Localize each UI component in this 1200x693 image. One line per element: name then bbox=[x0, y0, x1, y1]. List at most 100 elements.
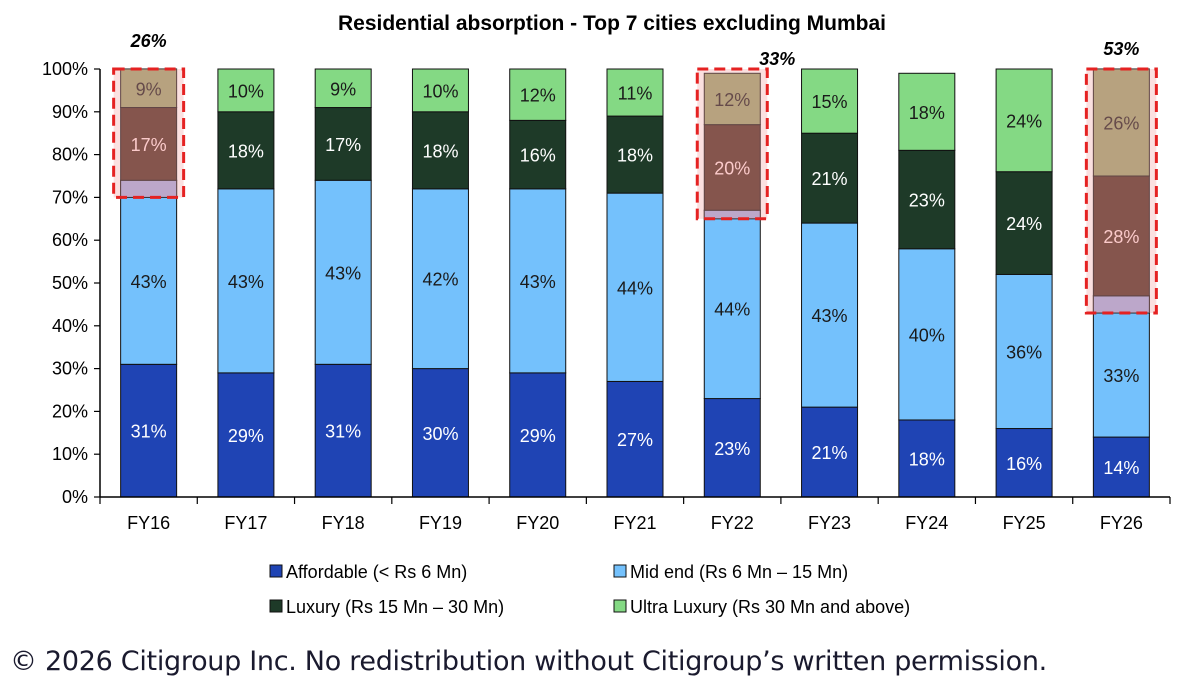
highlight-box bbox=[695, 67, 769, 221]
data-label: 29% bbox=[520, 426, 556, 446]
data-label: 43% bbox=[228, 272, 264, 292]
data-label: 43% bbox=[131, 272, 167, 292]
data-label: 43% bbox=[520, 272, 556, 292]
bar-segment bbox=[898, 419, 956, 498]
y-tick-label: 90% bbox=[52, 102, 88, 122]
bar-segment bbox=[1092, 68, 1150, 177]
highlight-boxes: 26% 33% 53% bbox=[112, 31, 1158, 315]
bar-segment bbox=[120, 363, 178, 498]
data-label: 33% bbox=[1103, 366, 1139, 386]
chart: Residential absorption - Top 7 cities ex… bbox=[42, 12, 1171, 617]
data-label: 21% bbox=[812, 443, 848, 463]
bar-segment bbox=[801, 222, 859, 408]
bar-segment bbox=[995, 68, 1053, 173]
data-label: 17% bbox=[131, 135, 167, 155]
data-label: 29% bbox=[228, 426, 264, 446]
bar-segment bbox=[509, 188, 567, 374]
data-label: 23% bbox=[714, 439, 750, 459]
bar-segment bbox=[509, 119, 567, 190]
data-label: 24% bbox=[1006, 111, 1042, 131]
data-label: 10% bbox=[422, 81, 458, 101]
data-label: 18% bbox=[909, 103, 945, 123]
bar-segment bbox=[995, 428, 1053, 498]
y-tick-label: 80% bbox=[52, 145, 88, 165]
data-label: 43% bbox=[812, 306, 848, 326]
data-label: 18% bbox=[228, 141, 264, 161]
bar-segment bbox=[217, 188, 275, 374]
y-tick-label: 70% bbox=[52, 187, 88, 207]
highlight-label: 53% bbox=[1103, 39, 1139, 59]
bar-segment bbox=[314, 363, 372, 498]
bar-segment bbox=[217, 68, 275, 113]
x-tick-label: FY25 bbox=[1003, 513, 1046, 533]
legend-label: Mid end (Rs 6 Mn – 15 Mn) bbox=[630, 562, 848, 582]
legend-label: Luxury (Rs 15 Mn – 30 Mn) bbox=[286, 597, 504, 617]
bar-segment bbox=[314, 68, 372, 109]
data-label: 44% bbox=[714, 300, 750, 320]
data-label: 11% bbox=[618, 84, 653, 104]
data-label: 26% bbox=[1103, 114, 1139, 134]
bar-segment bbox=[1092, 175, 1150, 297]
data-label: 36% bbox=[1006, 342, 1042, 362]
bars: 31% 43% 17% 9% 29% 43% 18% 10% 31% 43% 17% 9% 30% 42%… bbox=[120, 68, 1150, 498]
data-label: 24% bbox=[1006, 214, 1042, 234]
data-label: 20% bbox=[714, 158, 750, 178]
bar-segment bbox=[801, 132, 859, 224]
data-label: 16% bbox=[1006, 454, 1042, 474]
y-tick-label: 30% bbox=[52, 359, 88, 379]
bar-segment bbox=[217, 372, 275, 498]
data-label: 18% bbox=[422, 141, 458, 161]
y-axis: 0% 10% 20% 30% 40% 50% 60% 70% 80% 90% 100% bbox=[42, 59, 101, 507]
bar-segment bbox=[606, 115, 664, 194]
x-tick-label: FY21 bbox=[613, 513, 656, 533]
y-tick-label: 60% bbox=[52, 230, 88, 250]
data-label: 23% bbox=[909, 191, 945, 211]
data-label: 28% bbox=[1103, 227, 1139, 247]
data-label: 12% bbox=[714, 90, 750, 110]
legend-label: Ultra Luxury (Rs 30 Mn and above) bbox=[630, 597, 910, 617]
bar-segment bbox=[411, 111, 469, 190]
highlight-box bbox=[112, 67, 186, 199]
y-tick-label: 0% bbox=[62, 487, 88, 507]
x-tick-label: FY17 bbox=[224, 513, 267, 533]
x-tick-label: FY22 bbox=[711, 513, 754, 533]
data-label: 12% bbox=[520, 86, 556, 106]
bar-segment bbox=[703, 72, 761, 126]
data-label: 10% bbox=[228, 81, 264, 101]
bar-segment bbox=[995, 171, 1053, 275]
y-tick-label: 100% bbox=[42, 59, 88, 79]
highlight-label: 33% bbox=[759, 49, 795, 69]
x-tick-label: FY18 bbox=[322, 513, 365, 533]
data-label: 9% bbox=[136, 79, 162, 99]
data-label: 18% bbox=[909, 449, 945, 469]
legend-label: Affordable (< Rs 6 Mn) bbox=[286, 562, 467, 582]
data-label: 44% bbox=[617, 278, 653, 298]
bar-segment bbox=[606, 192, 664, 382]
bar-segment bbox=[120, 179, 178, 365]
bar-segment bbox=[217, 111, 275, 190]
y-tick-label: 20% bbox=[52, 401, 88, 421]
bar-segment bbox=[509, 68, 567, 121]
bar-segment bbox=[1092, 436, 1150, 498]
copyright-notice: © 2026 Citigroup Inc. No redistribution … bbox=[10, 646, 1047, 677]
data-label: 40% bbox=[909, 325, 945, 345]
data-label: 16% bbox=[520, 146, 556, 166]
bar-segment bbox=[703, 124, 761, 211]
bar-segment bbox=[606, 68, 664, 117]
bar-segment bbox=[411, 68, 469, 113]
data-label: 18% bbox=[617, 146, 653, 166]
bar-segment bbox=[120, 107, 178, 181]
data-label: 15% bbox=[812, 92, 848, 112]
bar-segment bbox=[314, 179, 372, 365]
bar-segment bbox=[898, 248, 956, 421]
legend: Affordable (< Rs 6 Mn) Mid end (Rs 6 Mn –… bbox=[269, 562, 910, 617]
data-label: 27% bbox=[617, 430, 653, 450]
x-tick-label: FY20 bbox=[516, 513, 559, 533]
data-label: 43% bbox=[325, 263, 361, 283]
data-label: 9% bbox=[330, 79, 356, 99]
x-tick-label: FY16 bbox=[127, 513, 170, 533]
bar-segment bbox=[314, 107, 372, 181]
bar-segment bbox=[411, 188, 469, 370]
data-label: 30% bbox=[422, 424, 458, 444]
x-tick-label: FY23 bbox=[808, 513, 851, 533]
